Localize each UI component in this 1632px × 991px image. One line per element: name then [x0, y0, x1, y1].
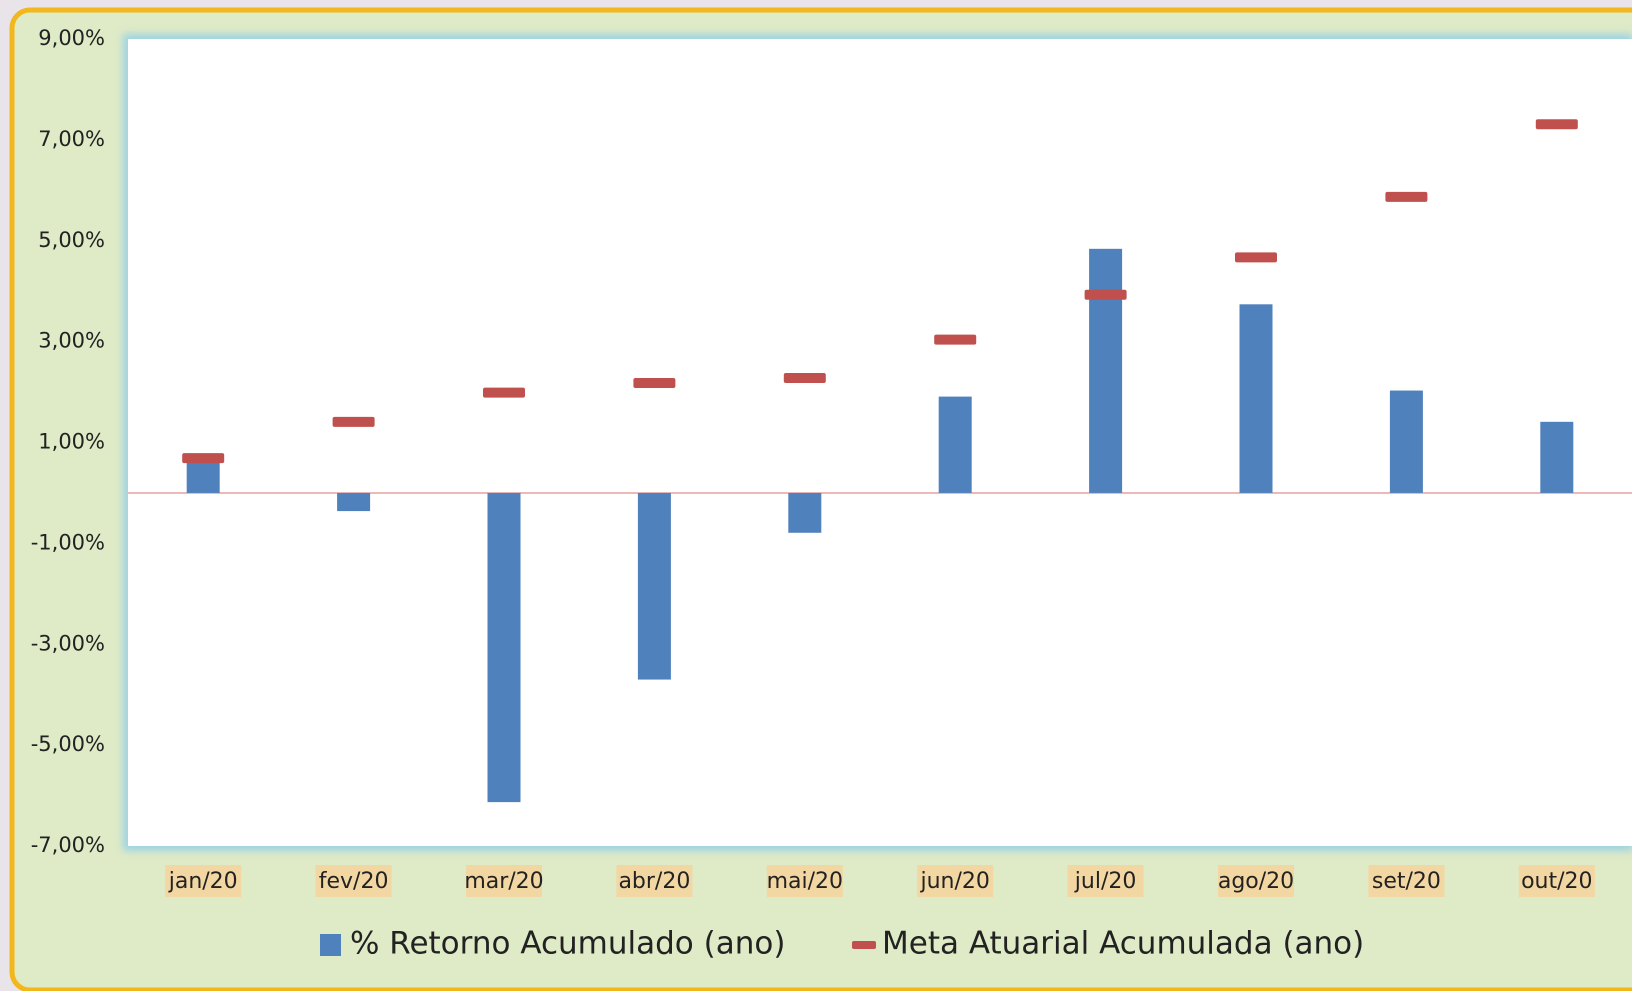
- meta-marker: [934, 334, 977, 345]
- y-tick-label: 3,00%: [38, 329, 105, 353]
- bar: [487, 492, 521, 803]
- x-tick-label-bg: [315, 865, 392, 897]
- x-tick-label-bg: [1518, 865, 1595, 897]
- legend-label: % Retorno Acumulado (ano): [350, 926, 785, 962]
- x-tick-label: ago/20: [1218, 869, 1294, 894]
- bar: [1239, 304, 1273, 493]
- y-tick-label: 9,00%: [38, 26, 105, 50]
- x-tick-label: out/20: [1521, 869, 1592, 894]
- y-tick-label: 1,00%: [38, 430, 105, 454]
- x-tick-label: abr/20: [618, 869, 690, 894]
- y-tick-label: -1,00%: [31, 530, 105, 554]
- meta-marker: [783, 372, 826, 383]
- legend-swatch: [320, 934, 341, 956]
- x-tick-label: set/20: [1372, 869, 1441, 894]
- bar: [1089, 248, 1123, 493]
- meta-marker: [182, 453, 225, 464]
- x-tick-label: mar/20: [464, 869, 543, 894]
- x-tick-label-bg: [1067, 865, 1144, 897]
- bar: [1540, 421, 1574, 493]
- bar: [337, 492, 371, 512]
- x-tick-label: jan/20: [168, 869, 238, 894]
- x-tick-label-bg: [616, 865, 693, 897]
- meta-marker: [332, 416, 375, 427]
- meta-marker: [483, 387, 525, 398]
- x-tick-label-bg: [917, 865, 994, 897]
- legend-label: Meta Atuarial Acumulada (ano): [882, 926, 1364, 962]
- plot-area: [128, 39, 1632, 846]
- y-tick-label: 7,00%: [38, 127, 105, 151]
- x-tick-label-bg: [766, 865, 843, 897]
- y-tick-label: -7,00%: [31, 833, 105, 857]
- x-tick-label-bg: [1368, 865, 1445, 897]
- meta-marker: [1084, 289, 1127, 300]
- x-tick-label: fev/20: [319, 869, 389, 894]
- meta-marker: [1385, 191, 1428, 202]
- x-tick-label: mai/20: [767, 869, 843, 894]
- x-tick-label-bg: [165, 865, 242, 897]
- legend-swatch: [852, 941, 876, 949]
- bar: [186, 461, 220, 493]
- meta-marker: [633, 377, 676, 388]
- bar: [788, 492, 822, 533]
- y-tick-label: -3,00%: [31, 631, 105, 655]
- y-tick-label: -5,00%: [31, 732, 105, 756]
- x-tick-label-bg: [1218, 865, 1294, 897]
- x-tick-label: jun/20: [919, 869, 989, 894]
- bar: [637, 492, 671, 680]
- x-tick-label: jul/20: [1074, 869, 1137, 894]
- x-tick-label-bg: [466, 865, 542, 897]
- bar: [1389, 390, 1423, 493]
- meta-marker: [1235, 252, 1277, 263]
- meta-marker: [1535, 119, 1578, 130]
- y-tick-label: 5,00%: [38, 228, 105, 252]
- bar: [938, 396, 972, 493]
